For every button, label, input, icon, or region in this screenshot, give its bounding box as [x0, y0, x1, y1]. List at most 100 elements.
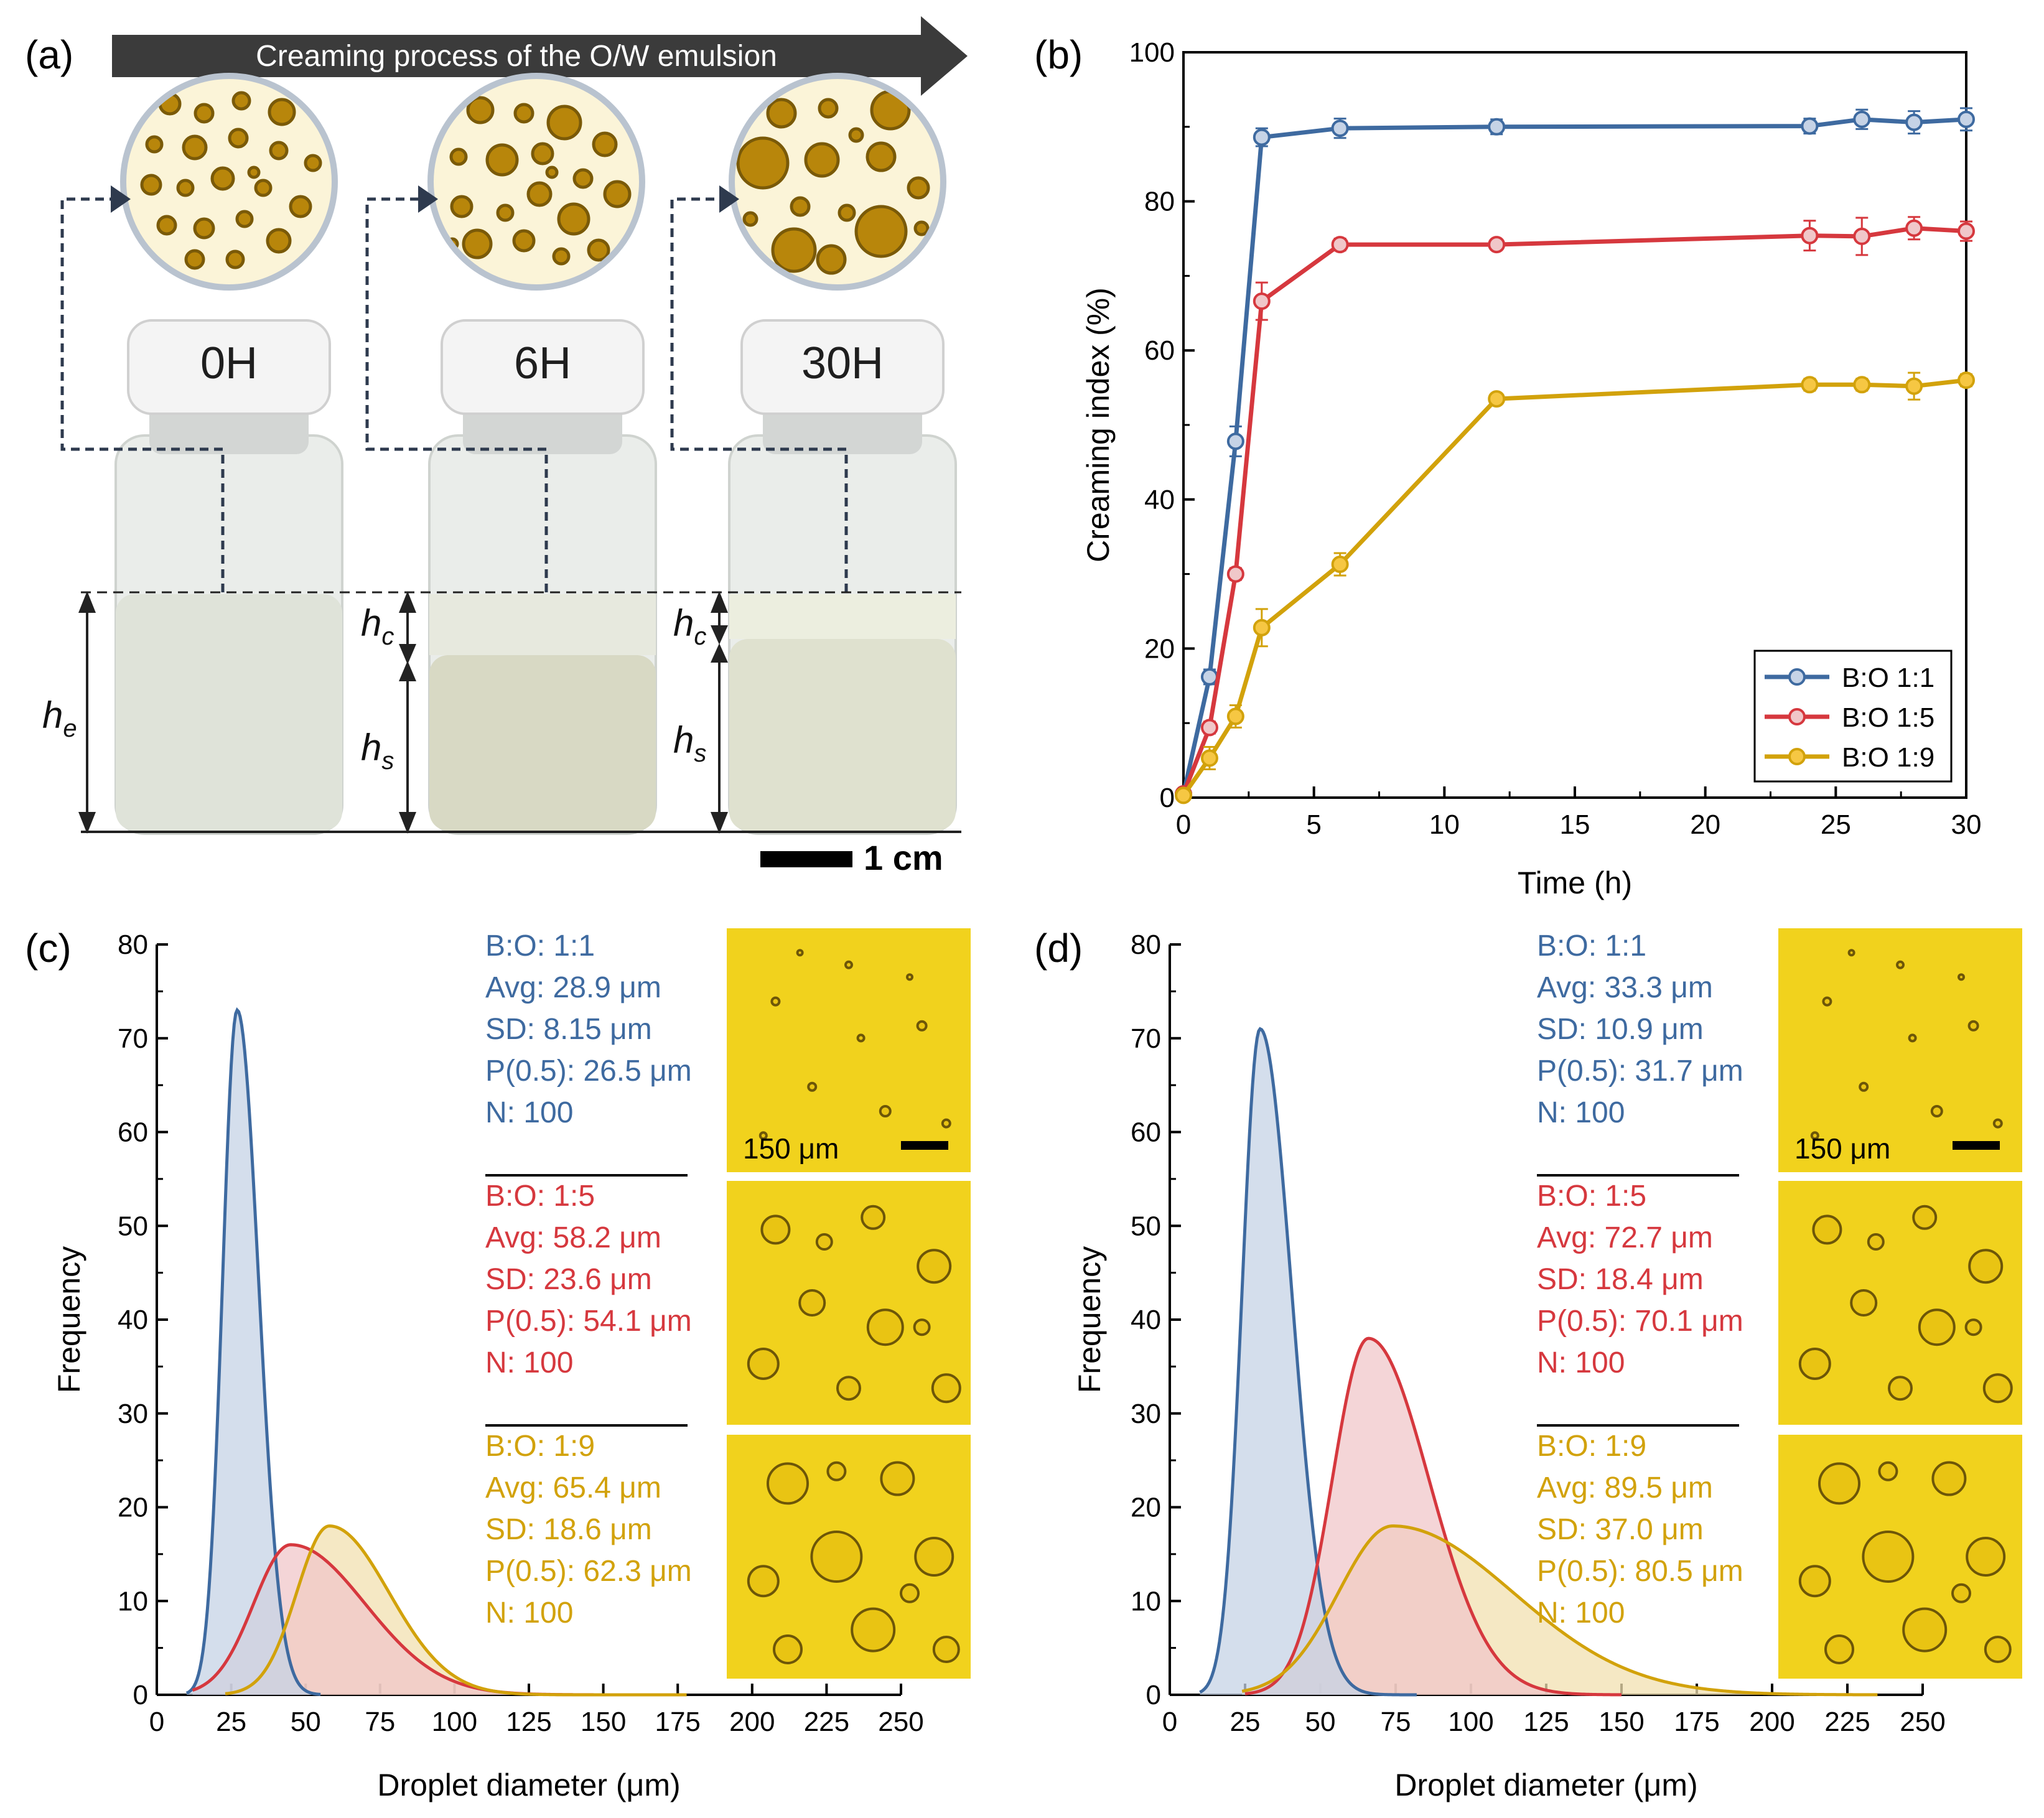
panel-d-droplet-distribution: (d) 0 25 50 75 100 125 150 175 200 225 250 0 10 20 30 40… [1034, 926, 2022, 1802]
stats-line: P(0.5): 54.1 μm [485, 1305, 692, 1338]
micro-droplet [1902, 1607, 1948, 1653]
data-point [1200, 719, 1218, 737]
x-tick-label: 50 [1305, 1707, 1336, 1737]
oil-droplet [603, 180, 632, 208]
y-axis-title: Creaming index (%) [1081, 287, 1116, 562]
oil-droplet [235, 210, 254, 228]
stats-line: Avg: 89.5 μm [1537, 1471, 1713, 1504]
scale-bar-label: 1 cm [864, 838, 943, 877]
x-tick-label: 250 [878, 1707, 923, 1737]
droplet-circle-border [120, 73, 338, 291]
micro-droplet [1984, 1635, 2012, 1663]
oil-droplet [552, 247, 571, 266]
micro-droplet [747, 1348, 780, 1380]
x-tick-label: 225 [804, 1707, 849, 1737]
x-tick-label: 200 [1749, 1707, 1794, 1737]
hs-sub-30h: s [694, 740, 706, 767]
micrograph-scale-label: 150 μm [1794, 1132, 1890, 1165]
micro-droplet [866, 1308, 904, 1346]
y-tick-label: 70 [118, 1023, 148, 1054]
y-tick-label: 40 [118, 1305, 148, 1335]
oil-droplet [546, 105, 582, 141]
y-tick-label: 80 [1144, 187, 1175, 217]
y-tick-label: 0 [133, 1680, 148, 1710]
x-tick-label: 15 [1560, 809, 1590, 840]
oil-droplet [289, 195, 312, 218]
y-tick-label: 10 [118, 1586, 148, 1616]
oil-droplet [742, 211, 758, 227]
micro-droplet [856, 1033, 866, 1043]
distribution-curve [225, 1524, 687, 1697]
data-point [1331, 236, 1349, 254]
stats-line: B:O: 1:9 [485, 1430, 595, 1463]
x-tick-label: 30 [1951, 809, 1982, 840]
oil-droplet [462, 228, 493, 259]
scale-bar [760, 851, 852, 867]
micro-droplet [1847, 949, 1855, 957]
oil-droplet [231, 91, 251, 111]
data-point [1253, 618, 1271, 636]
micrograph-2 [727, 1181, 971, 1425]
data-point [1905, 377, 1923, 395]
micro-droplet [879, 1105, 892, 1117]
micro-droplet [815, 1233, 833, 1251]
data-point [1958, 110, 1975, 128]
x-tick-label: 175 [655, 1707, 700, 1737]
svg-text:hc: hc [673, 602, 706, 650]
data-point [1801, 376, 1819, 394]
y-tick-label: 50 [1131, 1211, 1161, 1241]
micro-droplet [1878, 1461, 1898, 1481]
x-tick-label: 175 [1674, 1707, 1719, 1737]
vial-label-6h: 6H [514, 338, 571, 388]
micro-droplet [914, 1537, 954, 1577]
oil-droplet [838, 203, 856, 222]
hs-symbol-30h: h [673, 719, 694, 761]
stats-line: Avg: 33.3 μm [1537, 971, 1713, 1004]
data-point [1905, 113, 1923, 131]
x-axis-title: Droplet diameter (μm) [377, 1768, 680, 1802]
distribution-area [1245, 1338, 1622, 1695]
micro-droplet [767, 1462, 809, 1505]
stats-line: B:O: 1:9 [1537, 1430, 1646, 1463]
stats-line: SD: 8.15 μm [485, 1013, 652, 1046]
oil-droplet [269, 141, 289, 161]
x-tick-label: 75 [1381, 1707, 1411, 1737]
micrograph-3 [1778, 1435, 2022, 1679]
oil-droplet [818, 98, 839, 119]
droplet-cluster [446, 96, 632, 266]
micro-droplet [758, 1131, 768, 1140]
panel-a-creaming-photos: (a) Creaming process of the O/W emulsion… [25, 16, 968, 877]
stats-line: N: 100 [485, 1096, 573, 1129]
vial-label-30h: 30H [801, 338, 884, 388]
data-point [1331, 556, 1349, 574]
oil-droplet [816, 244, 847, 275]
micro-droplet [1896, 960, 1905, 969]
droplet-circles [120, 73, 946, 291]
oil-droplet [304, 154, 322, 172]
stats-line: Avg: 65.4 μm [485, 1471, 661, 1504]
data-point [1801, 117, 1819, 135]
x-tick-label: 0 [1176, 809, 1191, 840]
data-point [1253, 292, 1271, 310]
oil-droplet [145, 135, 164, 154]
oil-droplet [268, 98, 296, 126]
data-point [1253, 128, 1271, 146]
x-tick-label: 150 [581, 1707, 626, 1737]
y-tick-label: 50 [118, 1211, 148, 1241]
hs-symbol-6h: h [361, 727, 381, 768]
vial-label-0h: 0H [200, 338, 258, 388]
micro-droplet [1818, 1462, 1860, 1505]
oil-droplet [531, 142, 554, 165]
micro-droplet [851, 1607, 896, 1653]
x-tick-label: 25 [1821, 809, 1851, 840]
x-tick-label: 5 [1306, 809, 1321, 840]
x-tick-label: 25 [216, 1707, 246, 1737]
micro-droplet [1908, 1033, 1917, 1043]
y-tick-label: 60 [1144, 335, 1175, 366]
micro-droplet [1951, 1583, 1971, 1603]
micrograph-scale-label: 150 μm [743, 1132, 839, 1165]
y-tick-label: 30 [1131, 1399, 1161, 1429]
oil-droplet [176, 179, 195, 197]
data-point [1226, 565, 1244, 583]
